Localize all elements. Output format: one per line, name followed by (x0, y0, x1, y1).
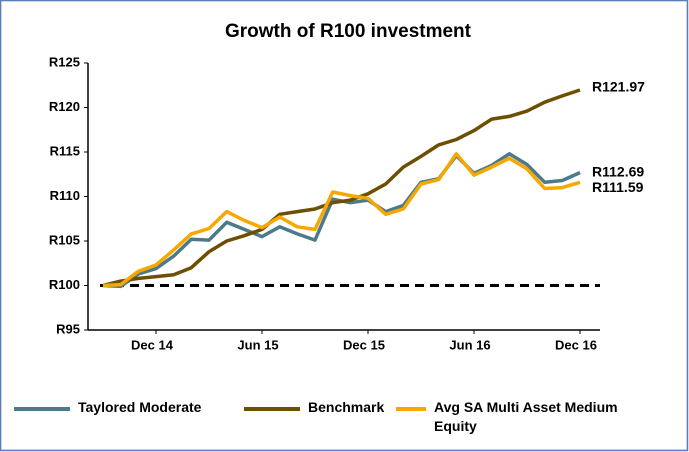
y-tick-label: R115 (50, 143, 80, 158)
series-line (102, 152, 581, 289)
legend-item: Benchmark (244, 398, 384, 417)
legend-item: Avg SA Multi Asset Medium Equity (396, 398, 636, 436)
legend-label: Taylored Moderate (78, 399, 202, 415)
y-tick-label: R95 (56, 321, 80, 336)
legend-item: Taylored Moderate (14, 398, 214, 417)
y-tick-label: R125 (49, 54, 80, 69)
x-tick-label: Dec 14 (131, 337, 174, 352)
y-tick-label: R110 (50, 188, 80, 203)
x-tick-label: Jun 16 (449, 337, 490, 352)
legend-swatch (396, 407, 426, 411)
y-tick-label: R120 (49, 99, 80, 114)
x-tick-label: Jun 15 (237, 337, 278, 352)
series-line (102, 88, 581, 288)
legend-swatch (244, 407, 300, 411)
x-tick-label: Dec 16 (555, 337, 597, 352)
end-label: R121.97 (592, 79, 645, 95)
y-tick-label: R100 (49, 277, 80, 292)
legend-swatch (14, 407, 70, 411)
series-line (102, 152, 581, 288)
legend-label: Benchmark (308, 399, 385, 415)
legend-label: Avg SA Multi Asset Medium Equity (434, 399, 618, 434)
y-tick-label: R105 (49, 232, 80, 247)
x-tick-label: Dec 15 (343, 337, 385, 352)
chart-title: Growth of R100 investment (225, 21, 472, 42)
end-label: R111.59 (592, 179, 644, 195)
end-label: R112.69 (592, 163, 644, 179)
